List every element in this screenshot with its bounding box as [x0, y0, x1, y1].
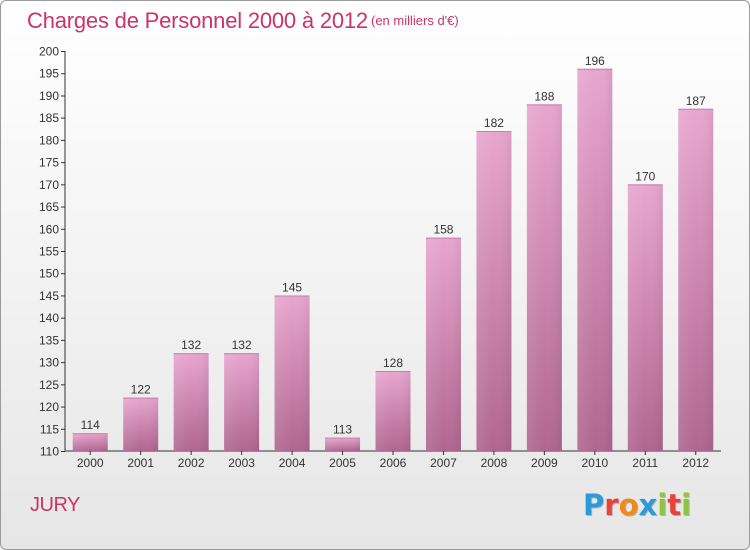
x-tick-label: 2011	[632, 456, 658, 470]
y-tick-label: 200	[39, 45, 59, 59]
y-tick-label: 160	[39, 222, 59, 236]
data-label: 122	[131, 383, 151, 397]
data-label: 196	[585, 54, 605, 68]
bar-shine	[325, 437, 361, 451]
x-tick-label: 2005	[329, 456, 356, 470]
bar-shine	[627, 184, 663, 452]
chart-subtitle: (en milliers d'€)	[371, 13, 459, 28]
y-tick-label: 135	[39, 333, 59, 347]
data-label: 113	[333, 423, 352, 437]
x-tick-label: 2002	[178, 456, 205, 470]
logo-letter: r	[604, 488, 619, 522]
y-tick-label: 190	[39, 89, 59, 103]
logo-letter: t	[667, 488, 682, 522]
bar-shine	[123, 397, 159, 451]
y-tick-label: 185	[39, 111, 59, 125]
bar-shine	[375, 371, 411, 451]
data-label: 128	[383, 356, 403, 370]
x-tick-label: 2012	[682, 456, 709, 470]
logo-letter: x	[638, 488, 658, 522]
y-tick-label: 140	[39, 311, 59, 325]
data-label: 158	[433, 223, 453, 237]
y-tick-label: 165	[39, 200, 59, 214]
data-label: 132	[232, 338, 252, 352]
x-tick-label: 2003	[228, 456, 255, 470]
x-tick-label: 2010	[581, 456, 608, 470]
y-tick-label: 180	[39, 133, 59, 147]
bar-shine	[173, 353, 209, 451]
bar-shine	[224, 353, 260, 451]
y-tick-label: 125	[39, 378, 59, 392]
y-tick-label: 155	[39, 245, 59, 259]
y-tick-label: 120	[39, 400, 59, 414]
y-tick-label: 110	[40, 445, 59, 459]
y-tick-label: 195	[39, 67, 59, 81]
x-tick-label: 2007	[430, 456, 457, 470]
bar-shine	[476, 131, 512, 451]
y-tick-label: 145	[39, 289, 59, 303]
bar-shine	[274, 295, 310, 451]
x-tick-label: 2004	[279, 456, 306, 470]
y-tick-label: 150	[39, 267, 59, 281]
x-tick-label: 2001	[127, 456, 154, 470]
bar-shine	[678, 108, 714, 452]
proxiti-logo: Proxiti	[583, 488, 691, 522]
data-label: 114	[81, 418, 100, 432]
x-tick-label: 2008	[481, 456, 508, 470]
data-label: 187	[686, 94, 706, 108]
x-tick-label: 2009	[531, 456, 558, 470]
bar-shine	[526, 104, 562, 451]
y-tick-label: 175	[39, 156, 59, 170]
chart-title: Charges de Personnel 2000 à 2012	[27, 8, 368, 33]
x-tick-label: 2000	[77, 456, 104, 470]
bar-shine	[577, 68, 613, 452]
data-label: 145	[282, 280, 302, 294]
logo-letter: i	[657, 488, 668, 522]
y-tick-label: 170	[39, 178, 59, 192]
y-tick-label: 130	[39, 356, 59, 370]
entity-name: JURY	[30, 494, 80, 516]
bar-shine	[72, 433, 108, 451]
data-label: 132	[181, 338, 201, 352]
x-tick-label: 2006	[380, 456, 407, 470]
data-label: 188	[534, 89, 554, 103]
data-label: 182	[484, 116, 504, 130]
logo-letter: i	[681, 488, 692, 522]
logo-letter: o	[618, 488, 639, 522]
logo-letter: P	[583, 488, 605, 522]
bar-shine	[425, 237, 461, 451]
data-label: 170	[635, 169, 655, 183]
y-tick-label: 115	[40, 422, 59, 436]
